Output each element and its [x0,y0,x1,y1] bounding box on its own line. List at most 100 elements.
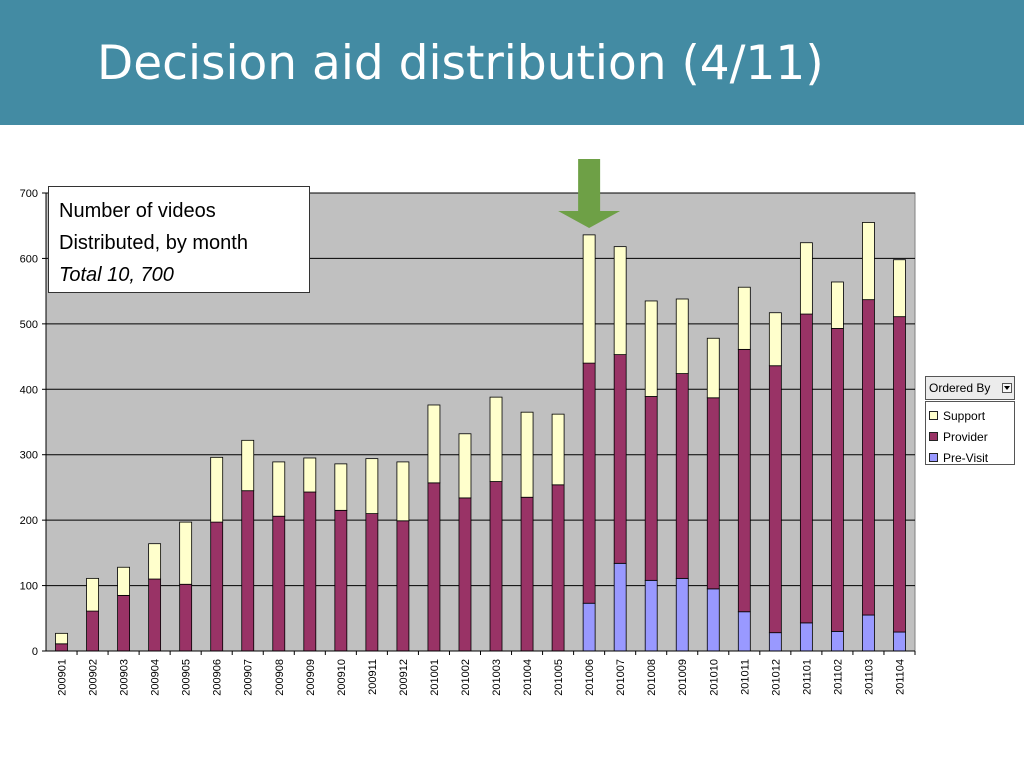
down-arrow-icon [558,159,621,228]
x-tick-label: 201008 [646,659,658,696]
dropdown-arrow-icon[interactable] [1002,383,1012,393]
x-tick-label: 201011 [739,659,751,695]
note-line-2: Distributed, by month [59,232,248,254]
bar-support-201104 [893,259,906,318]
bar-provider-200902 [86,610,99,652]
bar-provider-200904 [148,578,162,652]
x-tick-label: 201007 [615,659,627,696]
bar-support-200904 [148,543,162,580]
x-tick-label: 200901 [57,659,69,696]
x-tick-label: 200912 [398,659,410,696]
legend-swatch-support [929,411,938,420]
note-line-1: Number of videos [59,200,216,222]
bar-support-201009 [675,298,689,374]
x-tick-label: 200905 [181,659,193,696]
bar-pre-visit-201009 [675,577,689,652]
x-tick-label: 200908 [274,659,286,696]
y-tick-label: 500 [20,319,38,331]
bar-provider-200906 [210,521,224,652]
title-bar: Decision aid distribution (4/11) [0,0,1024,125]
bar-provider-201009 [675,373,689,579]
x-tick-label: 200902 [88,659,100,696]
x-tick-label: 201010 [708,659,720,696]
bar-support-200903 [117,566,130,596]
x-tick-label: 200910 [336,659,348,696]
x-tick-label: 201104 [894,659,906,695]
bar-provider-201002 [458,497,472,652]
bar-support-201003 [489,396,503,482]
bar-provider-201011 [737,348,751,613]
bar-pre-visit-201101 [799,622,813,652]
x-tick-label: 201102 [832,659,844,695]
x-tick-label: 200906 [212,659,224,696]
legend-swatch-pre-visit [929,453,938,462]
legend-label-provider: Provider [943,429,988,444]
y-tick-label: 300 [20,450,38,462]
bar-support-200910 [334,463,348,511]
bar-support-201101 [799,242,813,315]
legend-label-pre-visit: Pre-Visit [943,450,989,465]
bar-support-201103 [862,222,875,301]
bar-provider-200905 [179,583,193,652]
bar-provider-201103 [862,299,875,616]
x-tick-label: 201101 [801,659,813,695]
bar-support-201006 [582,234,596,364]
bar-provider-201006 [582,362,596,604]
bar-pre-visit-201007 [613,562,627,652]
bar-provider-200909 [303,491,317,652]
bar-support-201102 [831,281,844,329]
bar-provider-201010 [706,397,720,590]
bar-provider-200907 [241,490,255,652]
x-tick-label: 201009 [677,659,689,696]
x-tick-label: 201005 [553,659,565,696]
bar-support-201002 [458,433,472,499]
bar-provider-201007 [613,354,627,564]
bar-pre-visit-201102 [831,630,844,652]
y-tick-label: 600 [20,253,38,265]
bar-support-201004 [520,411,534,498]
bar-support-200911 [365,458,379,515]
bar-support-200912 [396,461,410,522]
bar-support-201008 [644,300,658,397]
bar-provider-200911 [365,513,379,652]
legend-label-support: Support [943,408,986,423]
bar-support-201001 [427,404,441,484]
y-tick-label: 0 [32,646,38,658]
bar-provider-200912 [396,520,410,652]
bar-support-201007 [613,246,627,356]
chart-note-box: Number of videos Distributed, by month T… [48,186,310,293]
legend-item-provider: Provider [926,426,1014,447]
bar-provider-200903 [117,594,130,652]
bar-support-201010 [706,337,720,399]
y-tick-label: 200 [20,515,38,527]
x-tick-label: 201003 [491,659,503,696]
bar-support-200901 [55,632,68,645]
bar-pre-visit-201011 [737,611,751,652]
x-tick-label: 201006 [584,659,596,696]
bar-support-200902 [86,577,99,612]
legend-swatch-provider [929,432,938,441]
bar-support-201005 [551,413,565,486]
x-tick-label: 201002 [460,659,472,696]
legend-header[interactable]: Ordered By [925,376,1015,400]
legend-item-pre-visit: Pre-Visit [926,447,1014,468]
bar-provider-201101 [799,313,813,624]
bar-provider-201001 [427,482,441,652]
bar-support-201012 [768,312,782,367]
legend: Support Provider Pre-Visit [925,401,1015,465]
bar-pre-visit-201006 [582,602,596,652]
x-tick-label: 200907 [243,659,255,696]
bar-pre-visit-201010 [706,588,720,652]
bar-support-200909 [303,457,317,493]
bar-pre-visit-201008 [644,579,658,652]
x-tick-label: 201012 [770,659,782,696]
x-tick-label: 201103 [863,659,875,695]
bar-pre-visit-201104 [893,631,906,652]
legend-header-label: Ordered By [929,381,991,395]
bar-provider-201008 [644,396,658,581]
bar-pre-visit-201103 [862,614,875,652]
bar-provider-201005 [551,484,565,652]
bar-support-201011 [737,286,751,350]
y-tick-label: 700 [20,188,38,200]
bar-provider-201104 [893,316,906,633]
